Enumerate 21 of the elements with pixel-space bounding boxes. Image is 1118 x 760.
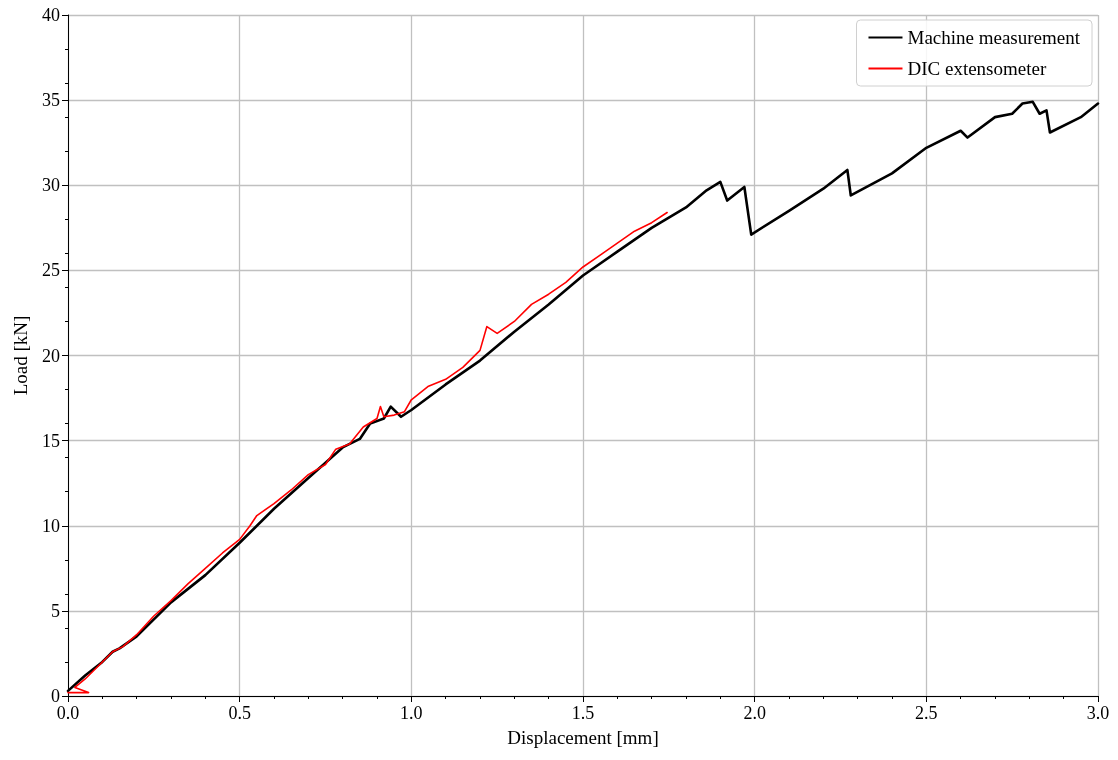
- x-axis-title: Displacement [mm]: [507, 727, 659, 748]
- y-axis-title: Load [kN]: [10, 315, 31, 396]
- x-tick-label: 0.0: [56, 703, 80, 723]
- y-tick-label: 30: [42, 175, 60, 196]
- y-tick-label: 5: [51, 600, 60, 621]
- y-tick-label: 15: [42, 430, 60, 451]
- y-tick-label: 25: [42, 260, 60, 281]
- y-tick-label: 10: [42, 515, 60, 536]
- y-tick-label: 35: [42, 90, 60, 111]
- x-tick-label: 0.5: [228, 703, 251, 723]
- y-tick-label: 20: [42, 345, 60, 366]
- x-tick-label: 1.0: [400, 703, 423, 723]
- y-tick-label: 0: [51, 686, 60, 706]
- x-tick-label: 3.0: [1086, 703, 1110, 723]
- y-tick-label: 40: [42, 5, 60, 25]
- x-tick-label: 1.5: [571, 703, 595, 723]
- x-tick-label: 2.5: [915, 703, 938, 723]
- line-series: [67, 211, 668, 694]
- legend-label: Machine measurement: [907, 27, 1081, 48]
- legend-label: DIC extensometer: [907, 58, 1047, 79]
- x-tick-label: 2.0: [743, 703, 766, 723]
